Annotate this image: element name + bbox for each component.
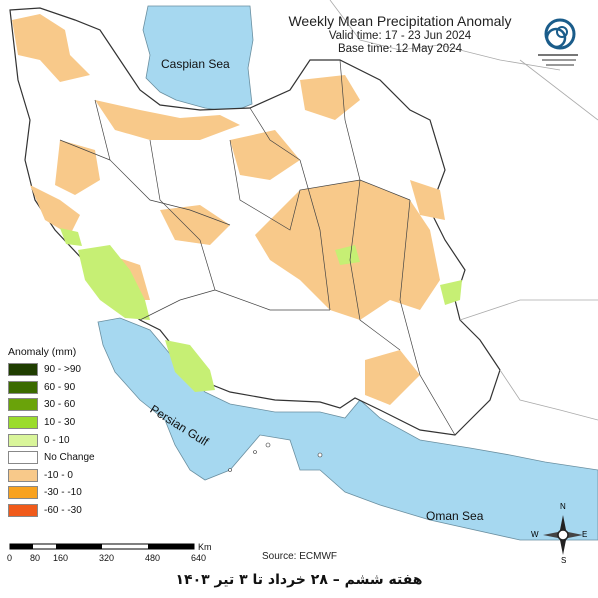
gulf-water xyxy=(97,317,598,541)
legend-label: 60 - 90 xyxy=(44,381,76,393)
dry-anomaly-areas xyxy=(12,14,445,405)
legend-item: -60 - -30 xyxy=(8,502,108,520)
legend-item: -10 - 0 xyxy=(8,467,108,485)
caspian-sea-label: Caspian Sea xyxy=(161,57,230,71)
scale-bar: Km 0 80 160 320 480 640 xyxy=(7,542,212,566)
legend-swatch xyxy=(8,416,38,430)
legend-swatch xyxy=(8,504,38,518)
map-header: Weekly Mean Precipitation Anomaly Valid … xyxy=(240,12,560,56)
caspian-sea xyxy=(142,5,254,113)
legend-label: -10 - 0 xyxy=(44,469,73,481)
data-source: Source: ECMWF xyxy=(262,551,338,562)
legend-swatch xyxy=(8,398,38,412)
legend-label: -30 - -10 xyxy=(44,487,82,499)
legend-item: 90 - >90 xyxy=(8,361,108,379)
wet-anomaly-areas xyxy=(60,228,462,392)
compass-rose-icon xyxy=(543,515,583,555)
compass-e: E xyxy=(582,530,588,539)
compass-w: W xyxy=(531,530,539,539)
legend-label: No Change xyxy=(44,452,95,464)
legend-label: 30 - 60 xyxy=(44,399,76,411)
islands xyxy=(228,442,323,472)
legend-swatch xyxy=(8,433,38,447)
legend-swatch xyxy=(8,468,38,482)
scale-tick-label: 320 xyxy=(99,553,115,563)
legend: Anomaly (mm) 90 - >90 60 - 90 30 - 60 10 - … xyxy=(8,346,108,519)
meteorological-organization-logo xyxy=(538,18,578,66)
base-time: Base time: 12 May 2024 xyxy=(337,43,462,55)
legend-label: 10 - 30 xyxy=(44,417,76,429)
neighbour-borders xyxy=(329,0,598,421)
province-borders xyxy=(59,59,456,436)
legend-swatch xyxy=(8,451,38,465)
scale-tick-label: 80 xyxy=(30,553,41,563)
legend-item: -30 - -10 xyxy=(8,484,108,502)
compass-s: S xyxy=(561,556,567,565)
oman-sea-label: Oman Sea xyxy=(426,509,484,523)
legend-swatch xyxy=(8,380,38,394)
legend-item: 10 - 30 xyxy=(8,414,108,432)
legend-title: Anomaly (mm) xyxy=(8,346,77,358)
legend-label: -60 - -30 xyxy=(44,505,82,517)
scale-tick-label: 480 xyxy=(145,553,161,563)
scale-tick-label: 0 xyxy=(7,553,13,563)
compass-n: N xyxy=(560,502,566,511)
legend-swatch xyxy=(8,363,38,377)
legend-item: 0 - 10 xyxy=(8,431,108,449)
persian-caption: هفته ششم – ۲۸ خرداد تا ۳ تیر ۱۴۰۳ xyxy=(175,572,423,588)
legend-swatch xyxy=(8,486,38,500)
scale-unit: Km xyxy=(198,542,212,552)
valid-time: Valid time: 17 - 23 Jun 2024 xyxy=(328,30,472,42)
scale-tick-label: 640 xyxy=(191,553,207,563)
legend-label: 0 - 10 xyxy=(44,434,70,446)
legend-label: 90 - >90 xyxy=(44,364,81,376)
map-title: Weekly Mean Precipitation Anomaly xyxy=(288,13,512,29)
legend-item: 30 - 60 xyxy=(8,396,108,414)
legend-item: 60 - 90 xyxy=(8,379,108,397)
legend-item: No Change xyxy=(8,449,108,467)
scale-bar-graphic xyxy=(9,543,195,550)
scale-tick-label: 160 xyxy=(53,553,69,563)
